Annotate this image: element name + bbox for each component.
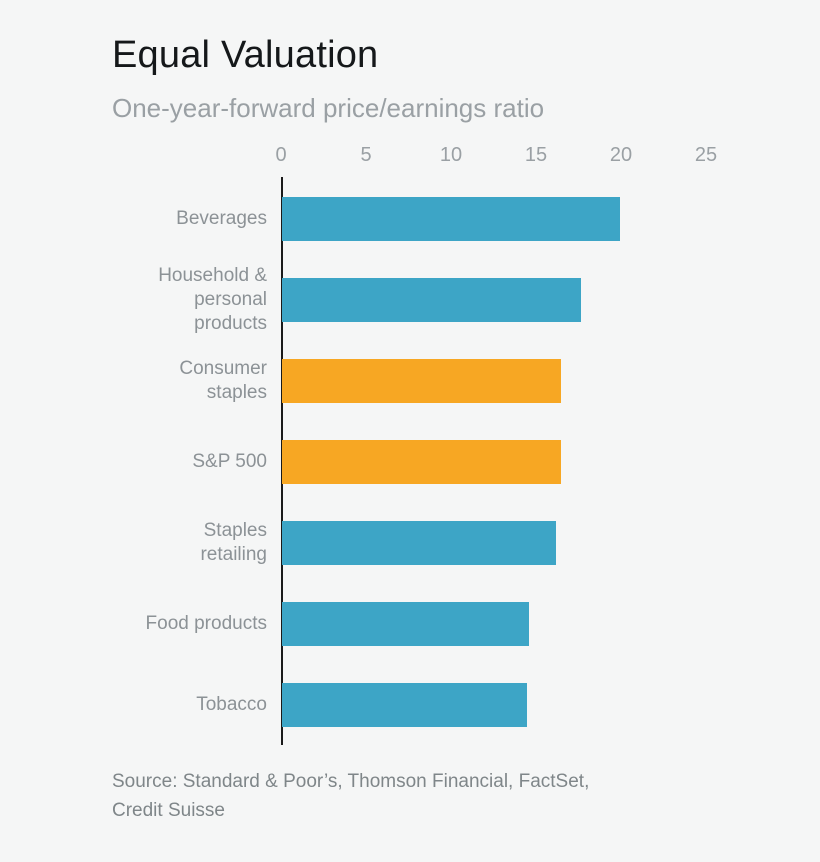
category-label: Beverages xyxy=(176,207,267,229)
chart-row: Consumer staples xyxy=(112,340,752,421)
bar-track xyxy=(281,358,706,403)
x-tick-label: 20 xyxy=(609,144,633,166)
x-tick-label: 5 xyxy=(360,144,372,166)
x-axis: 0 5 10 15 20 25 xyxy=(275,144,717,178)
category-label: Staples retailing xyxy=(200,519,267,565)
bar xyxy=(282,520,556,565)
category-label: S&P 500 xyxy=(192,450,267,472)
source-line: Credit Suisse xyxy=(112,800,225,821)
bar-track xyxy=(281,277,706,322)
bar xyxy=(282,196,621,241)
bar-track xyxy=(281,682,706,727)
bar xyxy=(282,277,582,322)
bar xyxy=(282,601,529,646)
category-label: Consumer staples xyxy=(179,357,267,403)
bar-track xyxy=(281,439,706,484)
chart-row: Staples retailing xyxy=(112,502,752,583)
chart-rows: Beverages Household & personal products Cons… xyxy=(112,178,752,745)
bar-track xyxy=(281,601,706,646)
chart-row: Tobacco xyxy=(112,664,752,745)
x-tick-label: 10 xyxy=(439,144,463,166)
bar xyxy=(282,358,561,403)
bar xyxy=(282,682,527,727)
chart-row: Household & personal products xyxy=(112,259,752,340)
source-note: Source: Standard & Poor’s, Thomson Finan… xyxy=(112,767,820,825)
x-tick-label: 25 xyxy=(694,144,718,166)
category-label: Household & personal products xyxy=(158,264,267,334)
x-tick-label: 0 xyxy=(275,144,287,166)
chart-row: S&P 500 xyxy=(112,421,752,502)
bar-track xyxy=(281,196,706,241)
source-line: Source: Standard & Poor’s, Thomson Finan… xyxy=(112,771,590,792)
bar-chart: 0 5 10 15 20 25 Beverages Household & personal p… xyxy=(112,144,752,745)
category-label: Tobacco xyxy=(196,693,267,715)
bar-track xyxy=(281,520,706,565)
category-label: Food products xyxy=(145,612,267,634)
chart-row: Beverages xyxy=(112,178,752,259)
page-title: Equal Valuation xyxy=(112,34,379,76)
chart-subtitle: One-year-forward price/earnings ratio xyxy=(112,93,545,123)
bar xyxy=(282,439,561,484)
chart-row: Food products xyxy=(112,583,752,664)
x-tick-label: 15 xyxy=(524,144,548,166)
